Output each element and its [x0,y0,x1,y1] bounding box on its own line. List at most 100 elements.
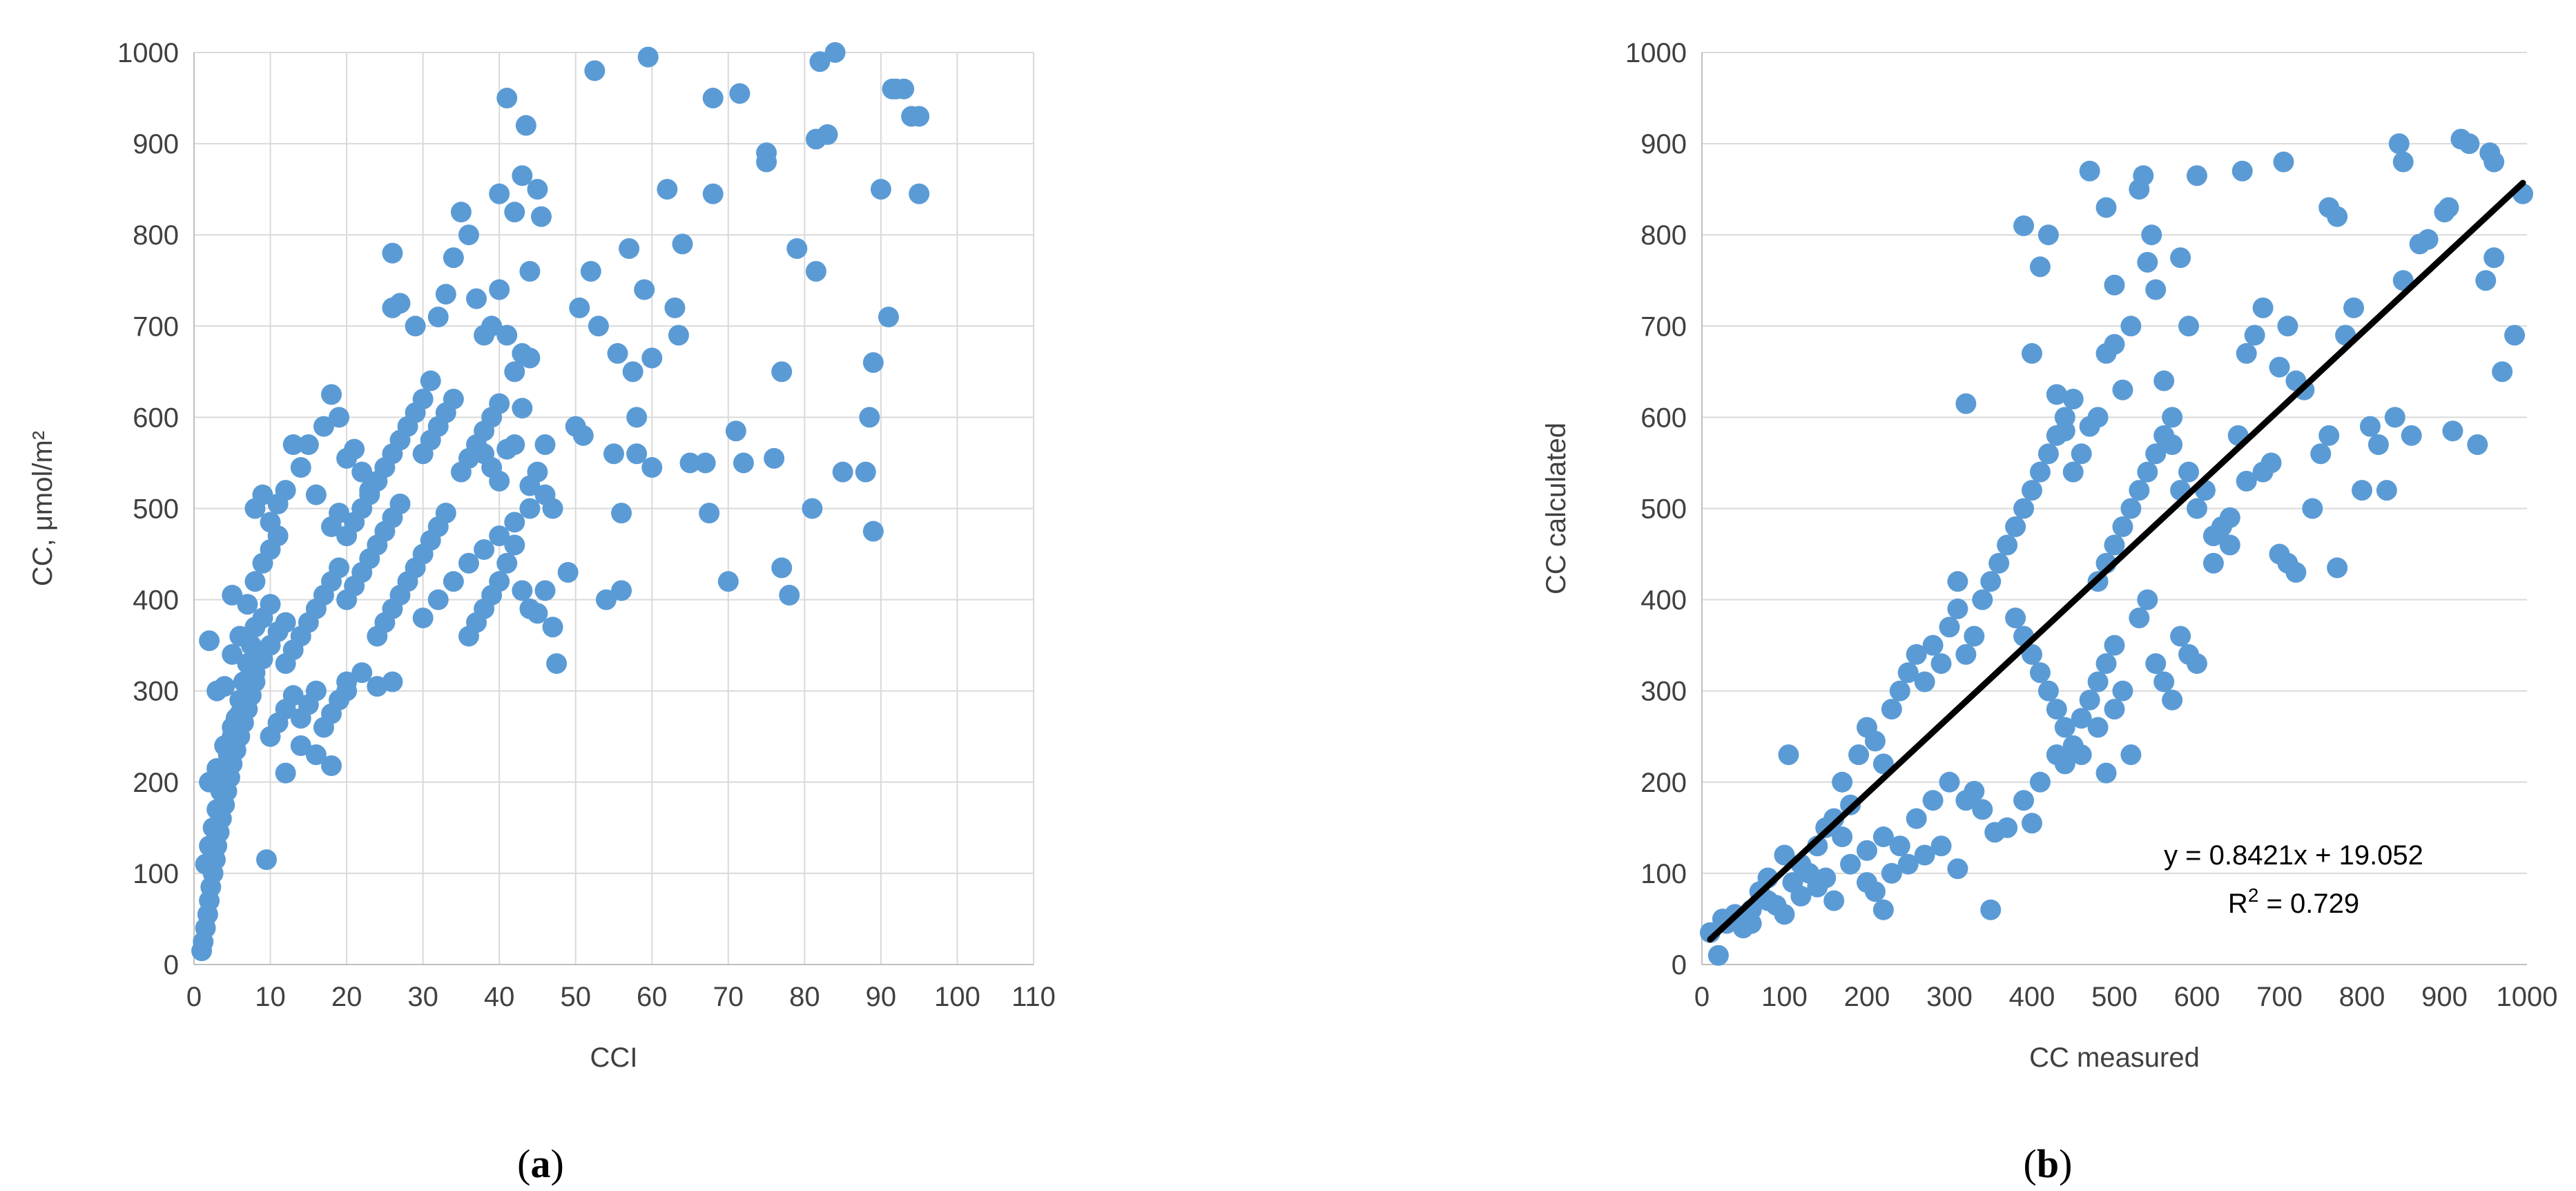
chart-a-data-point [290,735,311,756]
chart-b-data-point [2062,461,2084,483]
chart-a-data-point [443,571,464,592]
chart-a-data-point [878,307,899,328]
chart-b-data-point [2054,753,2075,775]
chart-b-data-point [1947,858,1968,880]
chart-a-data-point [572,425,594,446]
chart-a-data-point [756,142,777,164]
chart-b-data-point [2137,589,2158,610]
chart-b-data-point [2013,790,2035,811]
chart-a-data-point [668,325,689,346]
chart-a-data-point [427,307,449,328]
chart-a-data-point [519,261,541,282]
chart-a-data-point [489,525,510,547]
chart-a-data-point [427,589,449,610]
chart-b-data-point [2459,133,2480,155]
chart-b-data-point [1889,680,1910,701]
chart-a-data-point [256,849,278,871]
chart-b-data-point [2310,443,2332,465]
chart-b-data-point [2187,498,2207,519]
chart-b-data-point [2013,498,2035,519]
chart-b-xtick-label: 1000 [2497,982,2558,1012]
chart-a-data-point [771,361,793,383]
chart-a-data-point [275,480,296,501]
chart-b-data-point [2219,507,2240,528]
chart-b-trendline-equation: y = 0.8421x + 19.052 [2164,840,2423,871]
chart-a-data-point [382,671,403,693]
chart-a-data-point [641,347,663,369]
chart-b-ytick-label: 100 [1640,859,1687,889]
chart-a-xtick-label: 60 [637,982,668,1012]
chart-b-data-point [1922,635,1944,656]
chart-b-data-point [1972,799,1993,820]
chart-b-data-point [2141,224,2162,246]
chart-a-data-point [504,512,525,533]
chart-a-data-point [435,284,456,305]
chart-b-ytick-label: 900 [1640,129,1687,159]
chart-b-data-point [2046,384,2067,405]
chart-b-data-point [2483,247,2505,269]
chart-a-data-point [817,124,838,145]
chart-a-xtick-label: 100 [934,982,980,1012]
chart-b-data-point [2236,470,2257,492]
chart-b-data-point [2137,251,2158,273]
chart-a-xtick-label: 0 [186,982,202,1012]
chart-a-data-point [512,398,533,419]
chart-b-data-point [2029,256,2051,278]
chart-a-data-point [519,498,541,519]
chart-b-data-point [1964,626,1985,647]
chart-b-data-point [2170,247,2191,269]
chart-a-data-point [504,202,525,223]
chart-a-data-point [771,557,793,579]
chart-b-data-point [2112,680,2133,701]
chart-a-data-point [202,817,224,838]
chart-b-data-point [1774,844,1795,866]
chart-b-data-point [1939,617,1960,638]
chart-a-data-point [481,316,503,337]
chart-b-r-squared-value: = 0.729 [2258,889,2359,919]
chart-b-ytick-label: 1000 [1625,38,1687,68]
chart-a-data-point [435,503,456,524]
chart-a-data-point [199,835,220,857]
chart-b-data-point [2273,151,2294,173]
chart-a-data-point [580,261,601,282]
chart-a-data-point [214,735,235,756]
chart-b-data-point [2170,626,2191,647]
chart-b-data-point [2388,133,2410,155]
chart-a-xtick-label: 110 [1011,982,1056,1012]
panel-label-b: (b) [2024,1141,2073,1186]
chart-a-data-point [859,407,880,428]
chart-b-data-point [2236,342,2257,364]
chart-a-data-point [832,461,853,483]
chart-b-data-point [2062,388,2084,409]
chart-b-data-point [2087,407,2109,428]
chart-b-data-point [1778,744,1799,766]
chart-b-data-point [2071,443,2092,465]
chart-a-data-point [474,539,495,560]
chart-b-data-point [2095,762,2117,784]
chart-a-data-point [512,165,533,186]
chart-a-data-point [622,361,643,383]
chart-b-data-point [2376,480,2397,501]
chart-b-data-point [2129,608,2150,629]
chart-b-data-point [2071,744,2092,766]
chart-a-data-point [527,603,548,624]
chart-a-data-point [672,233,693,255]
chart-b-data-point [2187,653,2207,675]
chart-b-data-point [1774,904,1795,925]
chart-a-data-point [611,580,632,601]
chart-a-data-point [329,689,350,710]
chart-a-xtick-label: 70 [713,982,744,1012]
chart-b-data-point [2327,557,2348,579]
chart-b-data-point [1897,853,1919,875]
chart-b-x-axis-title: CC measured [2029,1043,2200,1073]
chart-b-data-point [2079,689,2100,710]
chart-b-data-point [2145,279,2167,300]
chart-b-ytick-label: 500 [1640,494,1687,525]
chart-a-data-point [496,325,518,346]
chart-a-data-point [779,584,800,606]
chart-b-ytick-label: 800 [1640,220,1687,251]
chart-a-data-point [641,457,663,478]
chart-b-data-point [1864,730,1886,752]
chart-b-data-point [1997,534,2018,556]
chart-b-xtick-label: 200 [1844,982,1890,1012]
